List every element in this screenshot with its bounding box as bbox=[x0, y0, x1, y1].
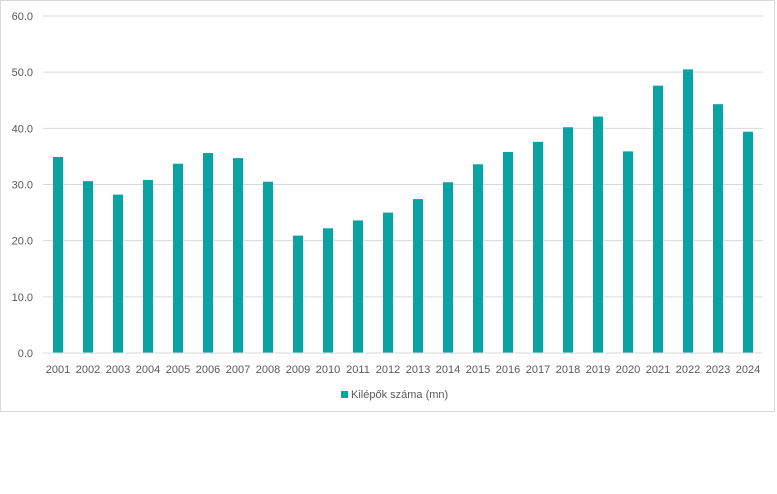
x-tick-label: 2022 bbox=[676, 364, 700, 376]
x-tick-label: 2007 bbox=[226, 364, 250, 376]
bar-2012 bbox=[383, 212, 393, 353]
bar-2020 bbox=[623, 151, 633, 353]
y-tick-label: 20.0 bbox=[12, 236, 33, 248]
legend-label: Kilépők száma (mn) bbox=[351, 389, 448, 401]
x-tick-label: 2002 bbox=[76, 364, 100, 376]
x-tick-label: 2010 bbox=[316, 364, 340, 376]
bar-2011 bbox=[353, 220, 363, 353]
bar-2003 bbox=[113, 194, 123, 353]
legend: Kilépők száma (mn) bbox=[341, 389, 448, 401]
y-tick-label: 0.0 bbox=[18, 348, 33, 360]
x-tick-label: 2012 bbox=[376, 364, 400, 376]
x-tick-label: 2011 bbox=[346, 364, 370, 376]
y-tick-label: 60.0 bbox=[12, 11, 33, 23]
x-tick-label: 2004 bbox=[136, 364, 160, 376]
bar-2023 bbox=[713, 104, 723, 353]
x-tick-label: 2017 bbox=[526, 364, 550, 376]
legend-swatch bbox=[341, 391, 348, 398]
bar-2021 bbox=[653, 85, 663, 353]
gridlines bbox=[43, 15, 763, 298]
bar-2008 bbox=[263, 181, 273, 353]
x-tick-label: 2020 bbox=[616, 364, 640, 376]
x-tick-label: 2009 bbox=[286, 364, 310, 376]
bar-2014 bbox=[443, 182, 453, 353]
bar-2015 bbox=[473, 164, 483, 353]
x-tick-label: 2018 bbox=[556, 364, 580, 376]
bar-2010 bbox=[323, 228, 333, 353]
y-tick-label: 10.0 bbox=[12, 292, 33, 304]
x-axis-ticks: 2001 2002 2003 2004 2005 2006 2007 2008 2009 2010… bbox=[46, 364, 760, 376]
x-tick-label: 2013 bbox=[406, 364, 430, 376]
bar-2004 bbox=[143, 180, 153, 353]
bar-2007 bbox=[233, 158, 243, 353]
bar-2016 bbox=[503, 151, 513, 353]
bar-2022 bbox=[683, 69, 693, 353]
x-tick-label: 2023 bbox=[706, 364, 730, 376]
y-tick-label: 40.0 bbox=[12, 123, 33, 135]
x-tick-label: 2019 bbox=[586, 364, 610, 376]
bar-2018 bbox=[563, 127, 573, 354]
x-tick-label: 2024 bbox=[736, 364, 760, 376]
x-tick-label: 2001 bbox=[46, 364, 70, 376]
x-tick-label: 2003 bbox=[106, 364, 130, 376]
bar-2005 bbox=[173, 163, 183, 353]
x-tick-label: 2021 bbox=[646, 364, 670, 376]
bar-2006 bbox=[203, 153, 213, 353]
bar-2009 bbox=[293, 235, 303, 353]
x-tick-label: 2005 bbox=[166, 364, 190, 376]
x-tick-label: 2015 bbox=[466, 364, 490, 376]
bar-2024 bbox=[743, 131, 753, 353]
x-tick-label: 2014 bbox=[436, 364, 460, 376]
bars bbox=[53, 69, 753, 354]
bar-2001 bbox=[53, 156, 63, 353]
x-tick-label: 2008 bbox=[256, 364, 280, 376]
bar-2019 bbox=[593, 116, 603, 353]
chart-frame: 0.0 10.0 20.0 30.0 40.0 50.0 60.0 2001 2002 2003… bbox=[0, 0, 775, 412]
y-tick-label: 30.0 bbox=[12, 180, 33, 192]
bar-chart: 0.0 10.0 20.0 30.0 40.0 50.0 60.0 2001 2002 2003… bbox=[12, 11, 763, 401]
bar-2017 bbox=[533, 141, 543, 353]
x-tick-label: 2006 bbox=[196, 364, 220, 376]
bar-2002 bbox=[83, 181, 93, 353]
bar-2013 bbox=[413, 199, 423, 353]
y-tick-label: 50.0 bbox=[12, 67, 33, 79]
y-axis-ticks: 0.0 10.0 20.0 30.0 40.0 50.0 60.0 bbox=[12, 11, 33, 360]
x-tick-label: 2016 bbox=[496, 364, 520, 376]
